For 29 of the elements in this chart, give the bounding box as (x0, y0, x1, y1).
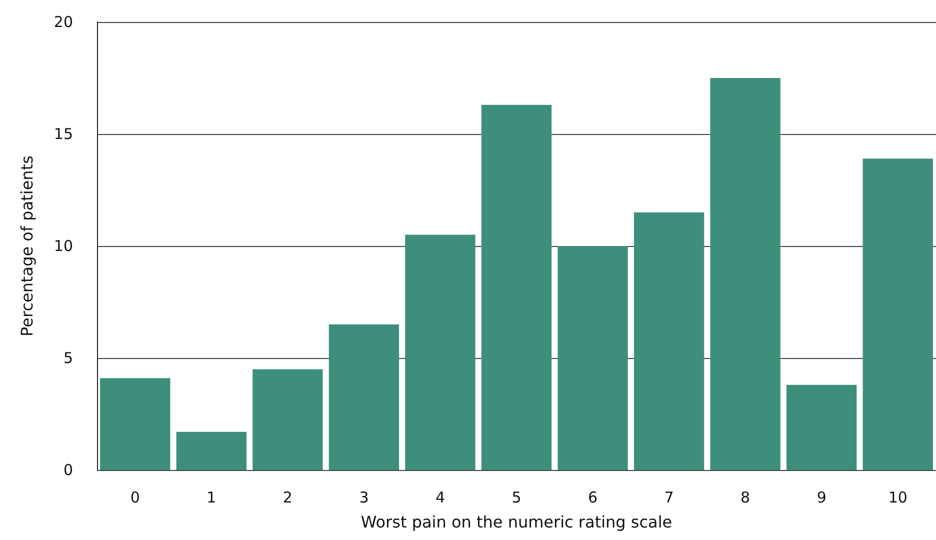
y-tick-label: 5 (63, 349, 73, 367)
x-axis-title: Worst pain on the numeric rating scale (360, 512, 672, 532)
y-tick-label: 20 (54, 13, 73, 31)
y-tick-label: 15 (54, 125, 73, 143)
x-tick-label: 7 (664, 488, 674, 506)
y-tick-label: 10 (54, 237, 73, 255)
x-tick-label: 4 (435, 488, 445, 506)
x-tick-label: 3 (359, 488, 369, 506)
x-tick-label: 5 (512, 488, 522, 506)
bar (176, 432, 246, 470)
bar (710, 78, 780, 470)
y-axis-title: Percentage of patients (18, 156, 36, 336)
x-tick-label: 10 (888, 488, 908, 506)
x-tick-label: 1 (206, 488, 216, 506)
x-tick-label: 9 (816, 488, 826, 506)
bar (481, 104, 552, 470)
bar (558, 246, 628, 470)
bar (862, 158, 933, 470)
bar (328, 324, 400, 470)
x-tick-label: 0 (130, 488, 140, 506)
bar (405, 234, 476, 470)
bar (100, 378, 170, 470)
x-tick-label: 6 (588, 488, 598, 506)
x-tick-label: 2 (282, 488, 292, 506)
bar (786, 384, 857, 470)
bar (634, 212, 704, 470)
x-tick-label: 8 (740, 488, 750, 506)
y-tick-label: 0 (63, 461, 73, 479)
bar (252, 369, 323, 470)
